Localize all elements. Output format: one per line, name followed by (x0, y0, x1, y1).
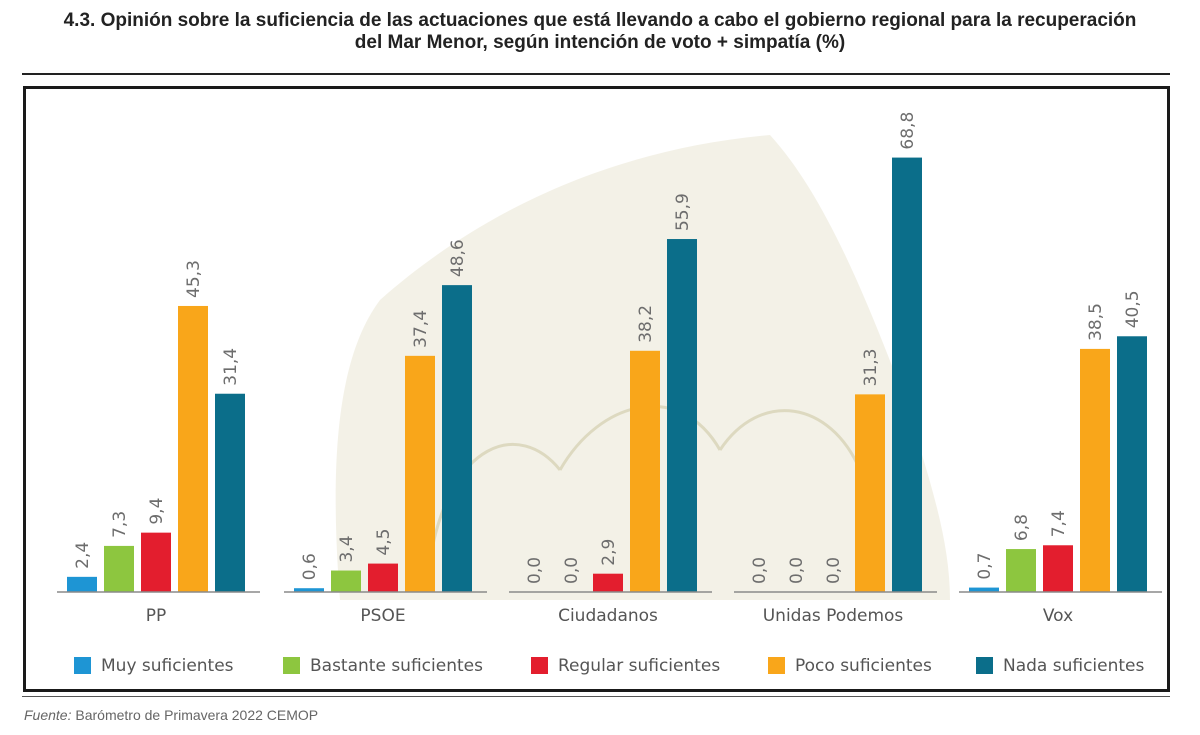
bar-vox-regular (1043, 545, 1073, 592)
value-label-pp-bastante: 7,3 (110, 511, 130, 538)
value-label-psoe-regular: 4,5 (374, 529, 394, 556)
bar-ciudadanos-poco (630, 350, 660, 592)
legend-swatch-nada (976, 657, 993, 674)
legend-swatch-regular (531, 657, 548, 674)
value-label-ciudadanos-regular: 2,9 (599, 539, 619, 566)
value-label-unidas-podemos-nada: 68,8 (898, 112, 918, 150)
chart-title-line-1: 4.3. Opinión sobre la suficiencia de las… (63, 10, 1137, 31)
bar-unidas-podemos-poco (855, 394, 885, 592)
bar-psoe-bastante (331, 570, 361, 592)
legend-swatch-bastante (283, 657, 300, 674)
value-label-ciudadanos-poco: 38,2 (636, 305, 656, 343)
category-label-pp: PP (146, 606, 167, 626)
value-label-psoe-bastante: 3,4 (337, 535, 357, 562)
value-label-vox-nada: 40,5 (1123, 290, 1143, 328)
bar-vox-nada (1117, 336, 1147, 592)
legend-label-nada: Nada suficientes (1003, 656, 1145, 676)
legend-label-muy: Muy suficientes (101, 656, 234, 676)
legend-label-bastante: Bastante suficientes (310, 656, 483, 676)
value-label-psoe-poco: 37,4 (411, 310, 431, 348)
value-label-vox-muy: 0,7 (975, 553, 995, 580)
bar-psoe-poco (405, 355, 435, 592)
source-note: Fuente: Barómetro de Primavera 2022 CEMO… (24, 707, 318, 723)
bar-psoe-nada (442, 285, 472, 592)
bar-unidas-podemos-nada (892, 157, 922, 592)
bar-vox-bastante (1006, 549, 1036, 592)
chart-title: 4.3. Opinión sobre la suficiencia de las… (0, 10, 1200, 54)
footer-divider (22, 696, 1170, 697)
value-label-unidas-podemos-muy: 0,0 (750, 557, 770, 584)
value-label-unidas-podemos-bastante: 0,0 (787, 557, 807, 584)
value-label-ciudadanos-nada: 55,9 (673, 193, 693, 231)
value-label-psoe-muy: 0,6 (300, 553, 320, 580)
bar-vox-poco (1080, 348, 1110, 592)
source-label: Fuente: (24, 707, 72, 723)
chart-title-line-2: del Mar Menor, según intención de voto +… (354, 32, 846, 53)
bar-pp-bastante (104, 545, 134, 592)
value-label-pp-regular: 9,4 (147, 498, 167, 525)
bar-pp-muy (67, 576, 97, 592)
legend-swatch-poco (768, 657, 785, 674)
legend-label-poco: Poco suficientes (795, 656, 932, 676)
value-label-vox-regular: 7,4 (1049, 510, 1069, 537)
value-label-ciudadanos-bastante: 0,0 (562, 557, 582, 584)
bars-group (67, 157, 1147, 592)
value-label-pp-nada: 31,4 (221, 348, 241, 386)
bar-pp-regular (141, 532, 171, 592)
bar-vox-muy (969, 587, 999, 592)
value-label-vox-bastante: 6,8 (1012, 514, 1032, 541)
value-label-pp-poco: 45,3 (184, 260, 204, 298)
value-label-unidas-podemos-regular: 0,0 (824, 557, 844, 584)
source-text: Barómetro de Primavera 2022 CEMOP (71, 707, 319, 723)
category-label-vox: Vox (1043, 606, 1073, 626)
value-label-vox-poco: 38,5 (1086, 303, 1106, 341)
bar-pp-poco (178, 305, 208, 592)
category-label-ciudadanos: Ciudadanos (558, 606, 658, 626)
value-label-psoe-nada: 48,6 (448, 239, 468, 277)
legend-label-regular: Regular suficientes (558, 656, 720, 676)
value-label-pp-muy: 2,4 (73, 542, 93, 569)
bar-pp-nada (215, 393, 245, 592)
bar-ciudadanos-regular (593, 573, 623, 592)
value-label-unidas-podemos-poco: 31,3 (861, 349, 881, 387)
bar-psoe-regular (368, 563, 398, 592)
category-label-psoe: PSOE (360, 606, 405, 626)
legend: Muy suficientes Bastante suficientes Regul… (74, 656, 1145, 676)
category-labels-group: PP PSOE Ciudadanos Unidas Podemos Vox (146, 606, 1073, 626)
category-label-unidas-podemos: Unidas Podemos (763, 606, 904, 626)
value-label-ciudadanos-muy: 0,0 (525, 557, 545, 584)
title-divider (22, 73, 1170, 75)
legend-swatch-muy (74, 657, 91, 674)
bar-psoe-muy (294, 588, 324, 592)
value-labels-group: 2,4 7,3 9,4 45,3 31,4 0,6 3,4 4,5 37,4 48,6 0,0 0,0… (73, 112, 1143, 584)
bar-ciudadanos-nada (667, 239, 697, 592)
